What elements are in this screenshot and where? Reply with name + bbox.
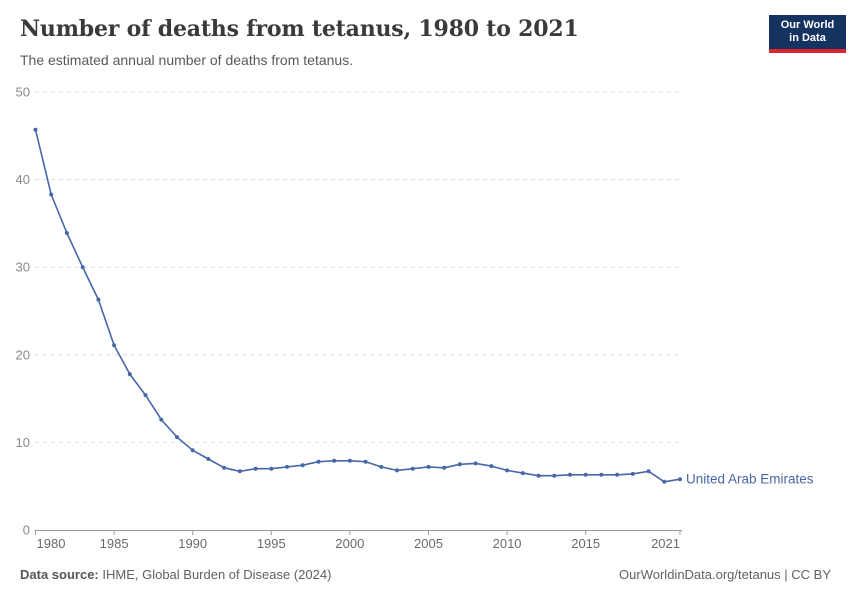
page-title: Number of deaths from tetanus, 1980 to 2… <box>20 16 579 42</box>
data-point <box>332 458 337 463</box>
owid-logo-line1: Our World <box>780 19 835 31</box>
chart-footer: Data source: IHME, Global Burden of Dise… <box>20 567 831 582</box>
data-point <box>442 465 447 470</box>
data-point <box>520 471 525 476</box>
x-tick-label: 2021 <box>651 536 680 551</box>
x-tick-label: 2000 <box>335 536 364 551</box>
x-tick-label: 2015 <box>571 536 600 551</box>
y-tick-label: 40 <box>16 172 30 187</box>
data-source-label: Data source: <box>20 567 99 582</box>
data-point <box>615 472 620 477</box>
data-point <box>159 417 164 422</box>
data-point <box>300 463 305 468</box>
y-tick-label: 10 <box>16 435 30 450</box>
data-point <box>143 393 148 398</box>
data-point <box>222 465 227 470</box>
data-point <box>536 473 541 478</box>
y-tick-label: 0 <box>23 523 30 538</box>
data-point <box>49 192 54 197</box>
data-point <box>285 464 289 469</box>
owid-logo[interactable]: Our World in Data <box>769 15 846 53</box>
data-point <box>237 469 242 474</box>
y-tick-label: 50 <box>16 85 30 100</box>
data-point <box>206 457 211 461</box>
data-point <box>190 448 195 453</box>
data-point <box>583 472 588 477</box>
data-point <box>363 459 368 464</box>
data-point <box>568 472 572 477</box>
data-point <box>80 265 85 270</box>
data-point <box>316 459 321 464</box>
series-line <box>34 128 681 483</box>
y-tick-label: 20 <box>16 347 30 362</box>
owid-logo-line2: in Data <box>789 32 826 44</box>
data-point <box>64 231 69 235</box>
x-tick-label: 1995 <box>257 536 286 551</box>
data-point <box>112 343 117 348</box>
x-tick-label: 2010 <box>493 536 522 551</box>
data-point <box>426 464 431 469</box>
data-point <box>175 435 179 440</box>
data-point <box>457 462 462 467</box>
entity-label: United Arab Emirates <box>686 472 814 487</box>
data-point <box>33 127 38 132</box>
x-tick-label: 2005 <box>414 536 443 551</box>
x-tick-label: 1990 <box>178 536 207 551</box>
data-source-note: Data source: IHME, Global Burden of Dise… <box>20 567 331 582</box>
data-point <box>96 297 101 302</box>
data-point <box>678 477 682 482</box>
data-point <box>662 479 667 484</box>
data-point <box>127 372 132 377</box>
data-point <box>630 471 635 476</box>
data-point <box>379 464 384 469</box>
page-subtitle: The estimated annual number of deaths fr… <box>20 52 354 68</box>
data-point <box>599 472 604 477</box>
data-point <box>505 468 510 473</box>
data-point <box>253 466 258 471</box>
data-point <box>347 458 352 463</box>
data-point <box>410 466 415 471</box>
data-point <box>473 461 478 466</box>
data-point <box>269 466 274 471</box>
x-tick-label: 1980 <box>37 536 66 551</box>
data-point <box>646 469 651 474</box>
data-point <box>489 464 494 469</box>
license-link[interactable]: OurWorldinData.org/tetanus | CC BY <box>619 567 831 582</box>
data-point <box>395 468 399 473</box>
x-tick-label: 1985 <box>100 536 129 551</box>
data-source-value: IHME, Global Burden of Disease (2024) <box>98 567 332 582</box>
data-point <box>552 473 557 478</box>
y-tick-label: 30 <box>16 260 30 275</box>
